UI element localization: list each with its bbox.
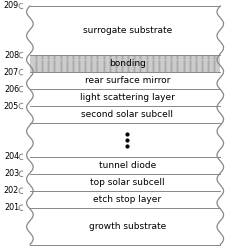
Text: tunnel diode: tunnel diode (98, 161, 156, 170)
Bar (30, 106, 220, 123)
Bar (30, 174, 220, 191)
Bar (30, 208, 220, 245)
Text: 203: 203 (4, 169, 19, 178)
Bar (30, 123, 220, 157)
Text: 209: 209 (4, 1, 19, 10)
Bar (30, 72, 220, 89)
Bar (30, 55, 220, 72)
Bar (30, 157, 220, 174)
Text: 201: 201 (4, 203, 19, 212)
Text: bonding: bonding (109, 59, 146, 68)
Text: rear surface mirror: rear surface mirror (85, 76, 170, 85)
Text: second solar subcell: second solar subcell (81, 110, 173, 119)
Bar (30, 6, 220, 55)
Text: light scattering layer: light scattering layer (80, 93, 175, 102)
Text: growth substrate: growth substrate (89, 222, 166, 231)
Text: 204: 204 (4, 152, 19, 161)
Text: etch stop layer: etch stop layer (93, 195, 161, 204)
Text: 207: 207 (4, 68, 19, 76)
Bar (30, 191, 220, 208)
Text: 202: 202 (4, 186, 19, 195)
Text: 206: 206 (4, 84, 19, 94)
Text: 208: 208 (4, 51, 19, 60)
Text: 205: 205 (4, 102, 19, 110)
Bar (30, 89, 220, 106)
Text: surrogate substrate: surrogate substrate (82, 26, 172, 35)
Text: top solar subcell: top solar subcell (90, 178, 164, 187)
